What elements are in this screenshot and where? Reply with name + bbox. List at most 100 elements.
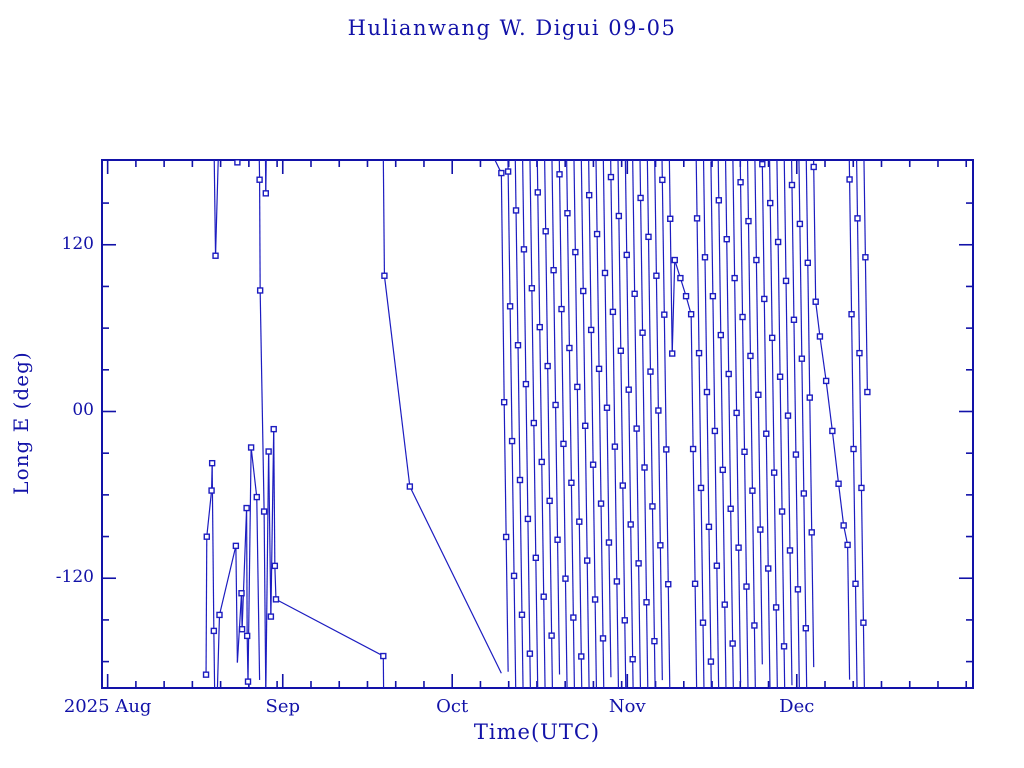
data-segment bbox=[523, 249, 527, 385]
data-point-marker bbox=[542, 228, 549, 235]
data-segment bbox=[708, 526, 712, 662]
data-point-marker bbox=[749, 487, 756, 494]
data-point-marker bbox=[272, 596, 280, 603]
data-point-marker bbox=[526, 650, 534, 657]
x-tick-label: Sep bbox=[265, 696, 301, 717]
y-tick-label: 00 bbox=[72, 400, 94, 421]
data-point-marker bbox=[528, 285, 536, 292]
data-segment bbox=[815, 301, 821, 337]
data-segment bbox=[717, 160, 720, 201]
data-segment bbox=[724, 604, 727, 688]
data-segment bbox=[527, 518, 531, 654]
data-segment bbox=[596, 234, 600, 369]
data-point-marker bbox=[763, 430, 770, 437]
data-segment bbox=[645, 602, 649, 688]
data-segment bbox=[811, 532, 815, 668]
data-point-marker bbox=[595, 365, 603, 373]
data-segment bbox=[793, 319, 797, 455]
data-segment bbox=[588, 195, 592, 330]
data-segment bbox=[263, 511, 267, 688]
data-point-marker bbox=[858, 484, 865, 492]
data-segment bbox=[250, 447, 258, 498]
data-point-marker bbox=[653, 272, 660, 279]
data-point-marker bbox=[244, 678, 252, 685]
data-point-marker bbox=[510, 572, 518, 580]
data-segment bbox=[630, 524, 634, 660]
data-point-marker bbox=[786, 547, 794, 554]
data-point-marker bbox=[522, 380, 530, 388]
data-point-marker bbox=[651, 637, 658, 645]
data-point-marker bbox=[711, 427, 719, 435]
data-segment bbox=[791, 185, 795, 320]
data-point-marker bbox=[607, 173, 615, 181]
data-segment bbox=[860, 487, 865, 623]
data-point-marker bbox=[256, 176, 263, 183]
data-segment bbox=[641, 332, 646, 468]
data-point-marker bbox=[808, 529, 815, 536]
data-segment bbox=[655, 275, 659, 411]
data-segment bbox=[509, 306, 513, 442]
data-segment bbox=[275, 598, 384, 657]
data-point-marker bbox=[506, 303, 514, 310]
data-point-marker bbox=[578, 653, 585, 660]
data-segment bbox=[807, 262, 811, 398]
data-point-marker bbox=[848, 311, 855, 318]
x-tick-label: Dec bbox=[779, 696, 815, 717]
data-point-marker bbox=[234, 160, 241, 166]
data-point-marker bbox=[536, 323, 543, 331]
data-point-marker bbox=[406, 483, 414, 490]
data-point-marker bbox=[256, 287, 264, 294]
data-segment bbox=[382, 656, 385, 688]
data-point-marker bbox=[202, 671, 210, 678]
data-point-marker bbox=[605, 539, 613, 546]
data-point-marker bbox=[615, 212, 623, 220]
data-segment bbox=[761, 160, 763, 165]
y-tick-label: -120 bbox=[55, 567, 94, 588]
data-segment bbox=[566, 213, 571, 349]
data-point-marker bbox=[524, 515, 532, 523]
data-segment bbox=[608, 542, 612, 678]
data-point-marker bbox=[580, 287, 587, 295]
data-point-marker bbox=[270, 425, 277, 433]
data-point-marker bbox=[629, 656, 636, 663]
data-point-marker bbox=[243, 504, 250, 512]
data-segment bbox=[580, 656, 583, 688]
data-point-marker bbox=[512, 207, 520, 214]
data-segment bbox=[558, 160, 561, 175]
data-segment bbox=[214, 160, 219, 256]
data-segment bbox=[507, 171, 511, 307]
data-point-marker bbox=[593, 230, 601, 238]
data-segment bbox=[535, 557, 539, 688]
data-point-marker bbox=[731, 274, 738, 282]
data-point-marker bbox=[520, 246, 528, 253]
data-point-marker bbox=[208, 487, 215, 494]
data-segment bbox=[517, 345, 521, 481]
data-point-marker bbox=[829, 427, 836, 435]
data-segment bbox=[626, 254, 630, 390]
data-point-marker bbox=[802, 625, 810, 632]
data-point-marker bbox=[381, 272, 388, 279]
data-segment bbox=[858, 353, 863, 488]
data-segment bbox=[646, 160, 650, 237]
data-segment bbox=[236, 160, 238, 163]
data-segment bbox=[600, 503, 604, 639]
data-segment bbox=[755, 260, 759, 395]
data-segment bbox=[612, 311, 616, 447]
data-point-marker bbox=[755, 391, 762, 399]
data-point-marker bbox=[729, 640, 736, 647]
data-point-marker bbox=[582, 422, 589, 430]
data-segment bbox=[598, 368, 602, 504]
data-segment bbox=[732, 160, 736, 279]
data-point-marker bbox=[719, 466, 726, 474]
data-point-marker bbox=[844, 541, 851, 549]
data-point-marker bbox=[210, 627, 218, 635]
data-segment bbox=[570, 482, 574, 618]
data-segment bbox=[545, 231, 549, 367]
data-segment bbox=[837, 483, 845, 526]
data-point-marker bbox=[772, 604, 780, 611]
data-segment bbox=[241, 508, 248, 630]
data-segment bbox=[258, 160, 261, 180]
data-segment bbox=[639, 160, 642, 198]
data-segment bbox=[273, 429, 276, 566]
data-segment bbox=[781, 511, 785, 647]
